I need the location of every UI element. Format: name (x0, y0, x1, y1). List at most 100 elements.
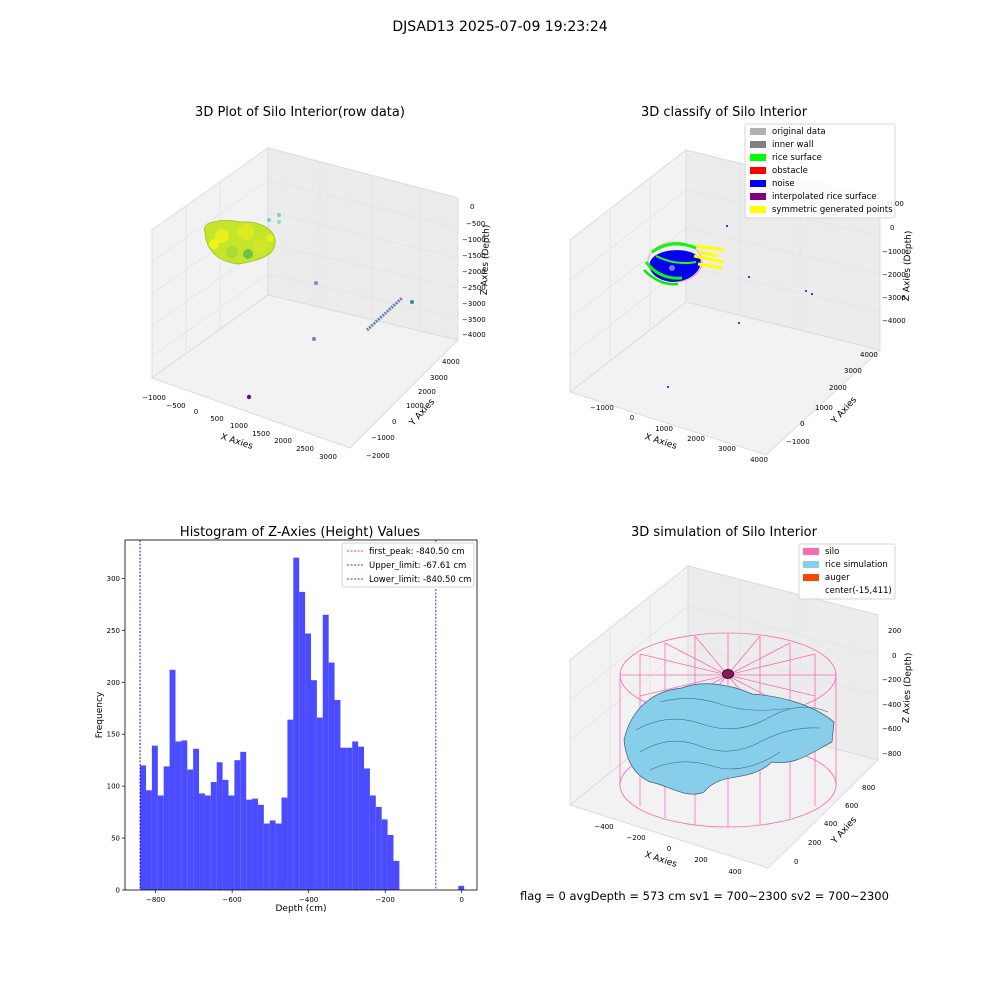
panel-simulation-3d[interactable]: 3D simulation of Silo Interior (568, 525, 914, 876)
svg-text:−3000: −3000 (462, 300, 486, 308)
y-tick-label: 50 (111, 835, 120, 843)
svg-text:−600: −600 (882, 725, 901, 733)
svg-text:200: 200 (808, 839, 821, 847)
y-tick-label: 300 (107, 575, 120, 583)
svg-text:1000: 1000 (815, 404, 833, 412)
svg-text:−1000: −1000 (786, 438, 810, 446)
svg-text:0: 0 (890, 224, 894, 232)
svg-text:0: 0 (800, 420, 804, 428)
svg-text:2000: 2000 (829, 384, 847, 392)
histogram-bar (210, 781, 217, 890)
histogram-bar (322, 614, 329, 890)
svg-text:600: 600 (845, 802, 858, 810)
histogram-x-ticks: −800 −600 −400 −200 0 (146, 890, 464, 904)
svg-text:3000: 3000 (718, 445, 736, 453)
histogram-bar (393, 860, 400, 890)
svg-text:1000: 1000 (655, 425, 673, 433)
svg-text:2500: 2500 (296, 445, 314, 453)
histogram-bar (364, 768, 370, 890)
raw-zlabel: Z Axies (Depth) (480, 225, 492, 296)
legend-swatch (750, 128, 766, 135)
histogram-bar (381, 819, 388, 890)
histogram-bar (458, 885, 465, 890)
svg-text:800: 800 (862, 784, 875, 792)
legend-swatch (750, 206, 766, 213)
svg-text:Upper_limit: -67.61 cm: Upper_limit: -67.61 cm (369, 561, 466, 571)
y-tick-label: 150 (107, 731, 120, 739)
panel-raw-3d[interactable]: 3D Plot of Silo Interior(row data) −1000… (142, 105, 492, 461)
svg-text:0: 0 (630, 414, 634, 422)
svg-text:−400: −400 (594, 823, 613, 831)
histogram-bar (387, 834, 394, 890)
histogram-bar (369, 795, 376, 890)
svg-text:−3000: −3000 (882, 294, 906, 302)
svg-text:−4000: −4000 (462, 331, 486, 339)
histogram-legend: first_peak: -840.50 cm Upper_limit: -67.… (341, 542, 475, 588)
histogram-bar (328, 662, 335, 890)
histogram-bar (187, 769, 194, 890)
svg-text:−500: −500 (166, 402, 185, 410)
legend-swatch (750, 180, 766, 187)
histogram-bar (228, 795, 235, 890)
histogram-bar (257, 804, 264, 890)
histogram-bar (204, 795, 211, 890)
classify-axis-ticks: −1000 0 1000 2000 3000 4000 X Axies −100… (590, 200, 914, 464)
svg-text:inner wall: inner wall (772, 140, 813, 150)
histogram-bar (222, 779, 229, 890)
svg-text:symmetric generated points: symmetric generated points (772, 205, 893, 215)
legend-swatch (750, 141, 766, 148)
classify-legend: original data inner wall rice surface ob… (744, 123, 896, 219)
x-tick-label: −800 (146, 896, 165, 904)
histogram-bar (269, 820, 276, 890)
panel-histogram[interactable]: Histogram of Z-Axies (Height) Values −80… (95, 525, 478, 914)
svg-text:−1500: −1500 (462, 252, 486, 260)
svg-text:−2000: −2000 (366, 452, 390, 460)
svg-text:−400: −400 (882, 701, 901, 709)
figure-title: DJSAD13 2025-07-09 19:23:24 (392, 19, 607, 35)
svg-text:rice simulation: rice simulation (825, 560, 888, 570)
histogram-bar (169, 669, 176, 890)
svg-text:0: 0 (470, 203, 474, 211)
histogram-bar (252, 798, 258, 890)
svg-text:silo: silo (825, 547, 839, 557)
histogram-frame (124, 539, 478, 891)
svg-text:1500: 1500 (252, 430, 270, 438)
sim-rice-surface (623, 683, 835, 795)
svg-text:interpolated rice surface: interpolated rice surface (772, 192, 877, 202)
svg-text:1000: 1000 (230, 422, 248, 430)
histogram-y-ticks: 0 50 100 150 200 250 300 (107, 575, 125, 895)
histogram-bar (287, 719, 294, 890)
svg-text:1000: 1000 (406, 402, 424, 410)
histogram-bar (340, 747, 347, 890)
simulation-legend: silo rice simulation auger center(-15,41… (798, 543, 896, 600)
classify-zlabel: Z Axies (Depth) (902, 231, 914, 302)
histogram-bar (293, 557, 300, 890)
histogram-bar (358, 746, 365, 890)
svg-text:0: 0 (392, 418, 396, 426)
histogram-title: Histogram of Z-Axies (Height) Values (180, 525, 420, 540)
svg-text:2000: 2000 (418, 388, 436, 396)
svg-text:−2000: −2000 (882, 271, 906, 279)
svg-text:3000: 3000 (430, 374, 448, 382)
legend-swatch (750, 193, 766, 200)
legend-swatch (750, 154, 766, 161)
histogram-bar (175, 741, 182, 890)
histogram-bar (310, 680, 317, 890)
histogram-reference-lines (139, 540, 437, 890)
y-tick-label: 250 (107, 627, 120, 635)
panel-classify-3d[interactable]: 3D classify of Silo Interior −1000 0 100… (568, 105, 914, 464)
histogram-bar (234, 760, 241, 890)
histogram-bar (352, 741, 359, 890)
classify-point-cloud (643, 225, 813, 388)
panel-raw-title: 3D Plot of Silo Interior(row data) (195, 105, 405, 120)
x-tick-label: −600 (223, 896, 242, 904)
raw-xlabel: X Axies (219, 432, 254, 452)
y-tick-label: 0 (116, 887, 120, 895)
svg-text:−4000: −4000 (882, 317, 906, 325)
svg-text:center(-15,411): center(-15,411) (825, 586, 892, 596)
svg-text:0: 0 (667, 845, 671, 853)
svg-text:original data: original data (772, 127, 826, 137)
histogram-bar (305, 633, 311, 890)
y-tick-label: 100 (107, 783, 120, 791)
